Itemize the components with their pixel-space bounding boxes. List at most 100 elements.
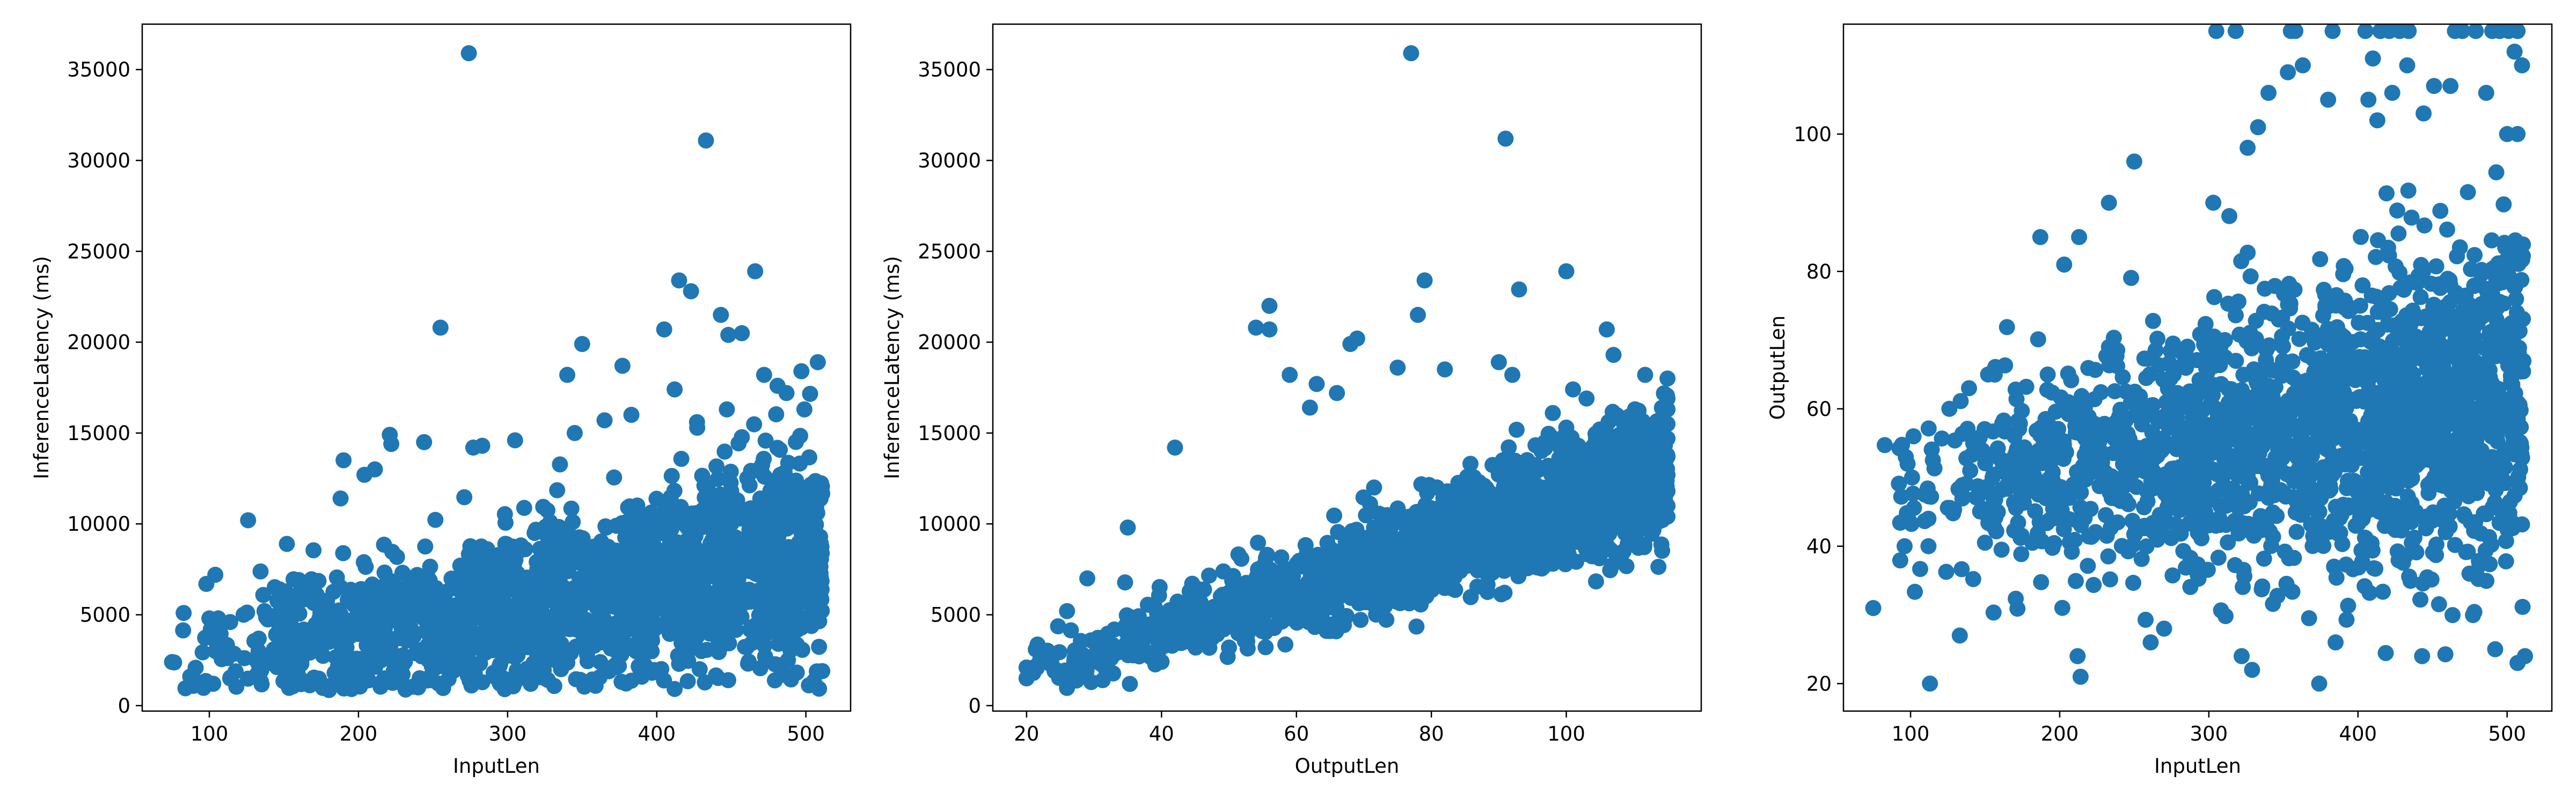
data-point	[1425, 570, 1441, 587]
data-point	[642, 607, 658, 624]
data-point	[355, 655, 371, 671]
data-point	[630, 624, 646, 640]
data-point	[1088, 644, 1105, 661]
data-point	[1562, 495, 1578, 511]
data-point	[699, 641, 715, 658]
data-point	[309, 587, 325, 603]
data-point	[339, 591, 356, 608]
data-point	[720, 327, 737, 343]
data-point	[749, 566, 766, 583]
data-point	[1515, 535, 1532, 552]
data-point	[2209, 406, 2226, 422]
data-point	[1150, 640, 1166, 656]
data-point	[2248, 312, 2264, 329]
data-point	[1659, 370, 1676, 387]
data-point	[2310, 504, 2326, 521]
data-point	[684, 505, 700, 522]
data-point	[2312, 251, 2329, 267]
data-point	[1602, 562, 1619, 579]
data-point	[2182, 579, 2199, 595]
data-point	[689, 414, 705, 430]
data-point	[749, 462, 765, 479]
scatter-inputlen-vs-latency: 100 200 300 400 5000500010000150002000025000…	[30, 23, 852, 778]
data-point	[1659, 466, 1676, 483]
data-point	[770, 635, 787, 652]
data-point	[1612, 512, 1629, 529]
data-point	[613, 674, 630, 690]
data-point	[1371, 530, 1388, 547]
data-point	[1063, 622, 1079, 639]
data-point	[604, 659, 620, 676]
data-point	[1360, 562, 1377, 579]
data-point	[696, 477, 713, 494]
data-point	[359, 592, 376, 609]
data-point	[1219, 613, 1235, 630]
data-point	[2472, 525, 2489, 542]
data-point	[614, 357, 631, 374]
data-point	[456, 489, 473, 506]
data-point	[2206, 289, 2222, 305]
data-point	[596, 412, 613, 429]
data-point	[175, 605, 192, 621]
data-point	[255, 587, 272, 603]
data-point	[2149, 531, 2165, 548]
data-point	[269, 639, 286, 656]
data-point	[2401, 568, 2418, 585]
data-point	[1550, 519, 1567, 536]
data-point	[2284, 583, 2301, 600]
data-point	[1626, 453, 1642, 470]
y-tick-label: 5000	[80, 604, 130, 627]
data-point	[496, 648, 513, 665]
data-point	[543, 649, 560, 665]
data-point	[460, 634, 477, 650]
data-point	[411, 670, 428, 686]
data-point	[2235, 515, 2252, 532]
data-point	[563, 500, 580, 517]
data-point	[319, 626, 336, 642]
data-point	[579, 653, 596, 669]
data-point	[1273, 549, 1290, 566]
data-point	[2437, 646, 2454, 663]
y-tick-label: 35000	[918, 58, 981, 82]
data-point	[1627, 531, 1643, 547]
data-point	[384, 544, 400, 560]
data-point	[1032, 652, 1048, 669]
data-point	[1104, 636, 1121, 653]
data-point	[603, 619, 619, 635]
data-point	[1416, 272, 1433, 289]
data-point	[1416, 560, 1432, 576]
data-point	[566, 425, 583, 441]
data-point	[2137, 611, 2154, 628]
data-point	[661, 507, 677, 523]
data-point	[1999, 319, 2015, 335]
data-point	[2012, 530, 2029, 546]
data-point	[1318, 597, 1335, 614]
data-point	[531, 661, 547, 678]
data-point	[708, 667, 724, 684]
data-point	[2030, 331, 2046, 348]
data-point	[2054, 599, 2070, 616]
data-point	[2340, 303, 2357, 319]
data-point	[1566, 528, 1583, 544]
data-point	[1618, 558, 1635, 574]
data-point	[1912, 561, 1928, 577]
x-tick-label: 300	[489, 722, 527, 745]
data-point	[628, 582, 645, 598]
data-point	[1308, 376, 1325, 392]
data-point	[720, 672, 736, 689]
data-point	[1577, 540, 1594, 557]
data-point	[2514, 598, 2531, 615]
x-tick-label: 400	[638, 722, 676, 745]
data-point	[2242, 268, 2259, 285]
data-point	[721, 578, 737, 595]
data-point	[734, 429, 750, 445]
data-point	[2220, 534, 2236, 551]
data-point	[194, 644, 211, 661]
data-point	[683, 283, 699, 299]
data-point	[372, 678, 389, 695]
data-point	[2253, 581, 2270, 597]
data-point	[263, 655, 280, 671]
data-point	[750, 614, 767, 631]
data-point	[1565, 434, 1582, 450]
data-point	[2170, 501, 2186, 517]
